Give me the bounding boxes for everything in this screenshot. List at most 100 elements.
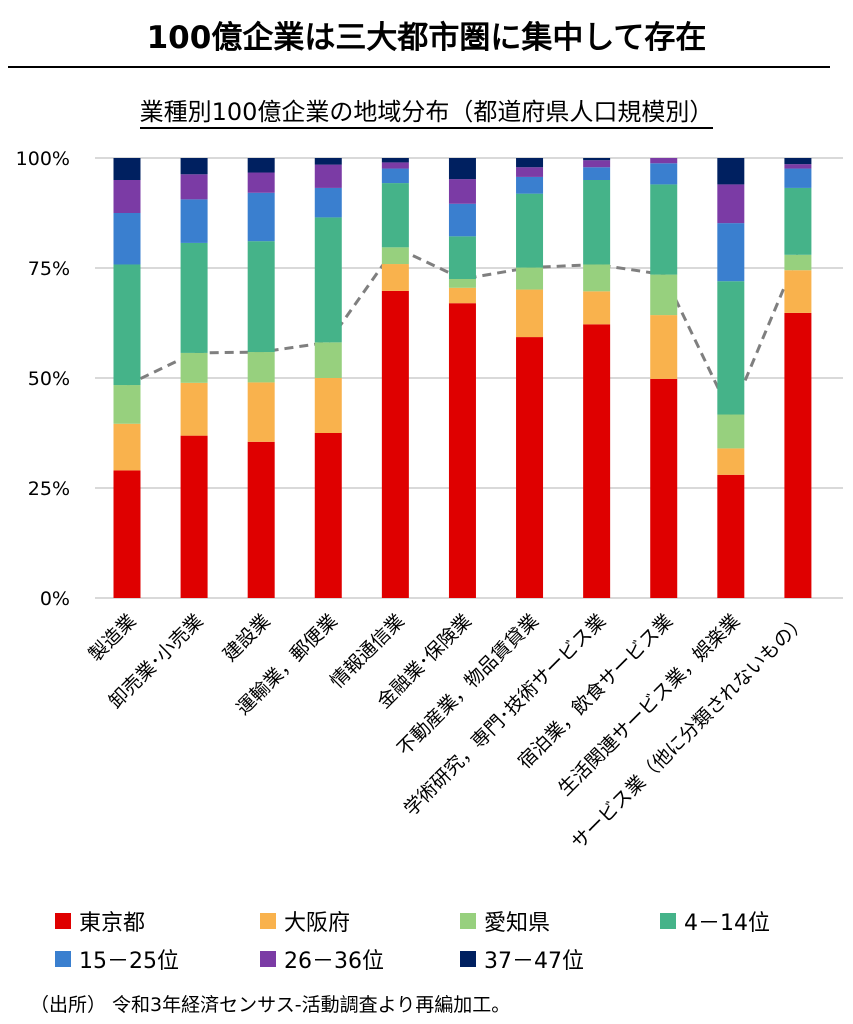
y-tick-label: 0%	[40, 588, 70, 610]
legend-item: 15－25位	[55, 943, 179, 975]
bar-segment	[381, 264, 409, 291]
bar-segment	[448, 303, 476, 598]
bar-segment	[516, 337, 544, 598]
bar-segment	[247, 192, 275, 242]
bar-segment	[381, 158, 409, 163]
chart-title-wrap: 業種別100億企業の地域分布（都道府県人口規模別）	[0, 92, 853, 129]
bar-segment	[180, 174, 208, 200]
bar-segment	[180, 158, 208, 175]
bar-segment	[516, 193, 544, 268]
legend-item: 愛知県	[460, 905, 550, 937]
title-divider	[8, 66, 830, 68]
legend-item: 大阪府	[260, 905, 350, 937]
bar-segment	[717, 414, 745, 449]
bar-segment	[717, 448, 745, 475]
bar-segment	[180, 435, 208, 598]
bar-segment	[784, 254, 812, 271]
chart-title: 業種別100億企業の地域分布（都道府県人口規模別）	[139, 98, 714, 129]
bar-segment	[650, 315, 678, 379]
bar-segment	[247, 382, 275, 442]
legend-label: 26－36位	[284, 949, 384, 974]
bar-segment	[180, 199, 208, 243]
bar-segment	[113, 423, 141, 471]
bar-segment	[381, 290, 409, 598]
bar-segment	[113, 385, 141, 424]
x-tick-label: 製造業	[85, 610, 141, 666]
bar-segment	[717, 474, 745, 598]
bar-segment	[784, 164, 812, 169]
bar-segment	[448, 179, 476, 204]
bar-segment	[247, 172, 275, 193]
bar-segment	[448, 279, 476, 288]
y-tick-label: 25%	[28, 478, 70, 500]
legend-swatch	[460, 951, 476, 967]
legend-label: 37－47位	[484, 949, 584, 974]
bar-segment	[448, 203, 476, 237]
bar-segment	[113, 180, 141, 213]
bar-segment	[448, 236, 476, 279]
bar-segment	[583, 264, 611, 292]
bar-segment	[381, 162, 409, 169]
legend-swatch	[460, 913, 476, 929]
bar-segment	[583, 167, 611, 180]
bar-segment	[717, 184, 745, 224]
legend-swatch	[260, 913, 276, 929]
bar-segment	[516, 289, 544, 338]
bar-segment	[180, 382, 208, 436]
bar-segment	[650, 158, 678, 164]
legend-item: 26－36位	[260, 943, 384, 975]
legend-item: 4－14位	[660, 905, 770, 937]
bar-segment	[717, 281, 745, 415]
bar-segment	[247, 441, 275, 598]
bar-segment	[784, 270, 812, 313]
bar-segment	[113, 264, 141, 386]
legend-swatch	[55, 913, 71, 929]
bar-segment	[717, 158, 745, 185]
legend-label: 愛知県	[484, 911, 551, 936]
bar-segment	[113, 158, 141, 180]
x-tick-label: 建設業	[219, 610, 275, 666]
bar-segment	[583, 158, 611, 161]
bar-segment	[314, 433, 342, 598]
bar-segment	[180, 242, 208, 353]
bar-segment	[381, 247, 409, 265]
bar-segment	[650, 378, 678, 598]
bar-segment	[717, 223, 745, 282]
bar-segment	[784, 312, 812, 598]
bar-segment	[247, 352, 275, 383]
legend-swatch	[55, 951, 71, 967]
bar-segment	[583, 324, 611, 598]
bar-segment	[516, 267, 544, 290]
legend-swatch	[260, 951, 276, 967]
legend-swatch	[660, 913, 676, 929]
y-tick-label: 50%	[28, 368, 70, 390]
bar-segment	[314, 378, 342, 433]
legend-label: 15－25位	[79, 949, 179, 974]
bar-segment	[516, 176, 544, 194]
bar-segment	[314, 158, 342, 165]
bar-segment	[314, 187, 342, 218]
legend-label: 東京都	[79, 911, 146, 936]
bar-segment	[448, 287, 476, 304]
bar-segment	[381, 168, 409, 184]
source-note: （出所） 令和3年経済センサス-活動調査より再編加工。	[30, 994, 511, 1016]
page-title: 100億企業は三大都市圏に集中して存在	[146, 20, 707, 56]
bar-segment	[314, 217, 342, 343]
bar-segment	[583, 291, 611, 325]
bar-segment	[113, 213, 141, 265]
bar-segment	[583, 160, 611, 168]
bar-segment	[180, 352, 208, 383]
y-tick-label: 100%	[16, 148, 70, 170]
bar-segment	[650, 163, 678, 185]
bar-segment	[650, 274, 678, 316]
y-tick-label: 75%	[28, 258, 70, 280]
legend-label: 4－14位	[684, 911, 770, 936]
x-tick-label: サービス業（他に分類されないもの）	[567, 610, 811, 854]
bar-segment	[516, 167, 544, 177]
bar-segment	[516, 158, 544, 168]
bar-segment	[784, 187, 812, 255]
bar-segment	[650, 184, 678, 275]
bar-segment	[784, 158, 812, 165]
